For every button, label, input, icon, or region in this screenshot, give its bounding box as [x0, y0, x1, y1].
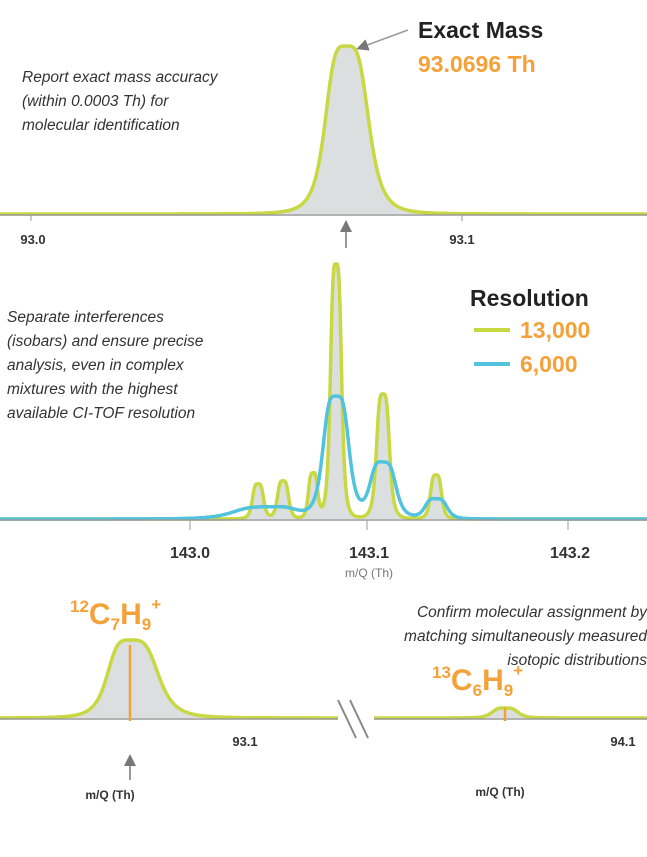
axis-break	[349, 699, 369, 739]
peak-area	[0, 46, 647, 214]
tick-label: 143.2	[550, 545, 590, 562]
exact-mass: 93.0696 Th	[418, 51, 536, 77]
spectrum-line	[373, 706, 647, 720]
spectrum-line	[0, 394, 647, 521]
spectra	[0, 44, 647, 720]
axis-label: m/Q (Th)	[85, 788, 134, 802]
heading: Resolution	[470, 285, 589, 311]
legend-label: 13,000	[520, 317, 590, 343]
description: molecular identification	[22, 117, 180, 134]
description: available CI-TOF resolution	[7, 405, 195, 422]
heading: Exact Mass	[418, 17, 543, 43]
tick-label: 93.1	[449, 232, 474, 247]
spectrum-line	[0, 638, 339, 720]
description: (within 0.0003 Th) for	[22, 93, 169, 110]
peak-area	[374, 708, 647, 718]
formula: 12C7H9+	[70, 595, 161, 634]
description: analysis, even in complex	[7, 357, 185, 374]
axis-break	[337, 699, 357, 739]
description: Separate interferences	[7, 309, 164, 326]
description: (isobars) and ensure precise	[7, 333, 204, 350]
description: matching simultaneously measured	[404, 628, 647, 645]
legend-label: 6,000	[520, 351, 578, 377]
tick-label: 143.1	[349, 545, 389, 562]
formula: 13C6H9+	[432, 661, 523, 700]
tick-label: 143.0	[170, 545, 210, 562]
arrow	[356, 29, 409, 51]
tick-label: 94.1	[610, 734, 635, 749]
tick-label: 93.0	[20, 232, 45, 247]
tick-label: 93.1	[232, 734, 257, 749]
description: mixtures with the highest	[7, 381, 178, 398]
axis-label: m/Q (Th)	[345, 566, 393, 580]
peak-area	[0, 640, 338, 718]
description: Confirm molecular assignment by	[417, 604, 647, 621]
axis-break-gap	[338, 705, 374, 735]
description: isotopic distributions	[507, 652, 647, 669]
spectrum-line	[0, 44, 647, 216]
axis-label: m/Q (Th)	[475, 785, 524, 799]
description: Report exact mass accuracy	[22, 69, 219, 86]
